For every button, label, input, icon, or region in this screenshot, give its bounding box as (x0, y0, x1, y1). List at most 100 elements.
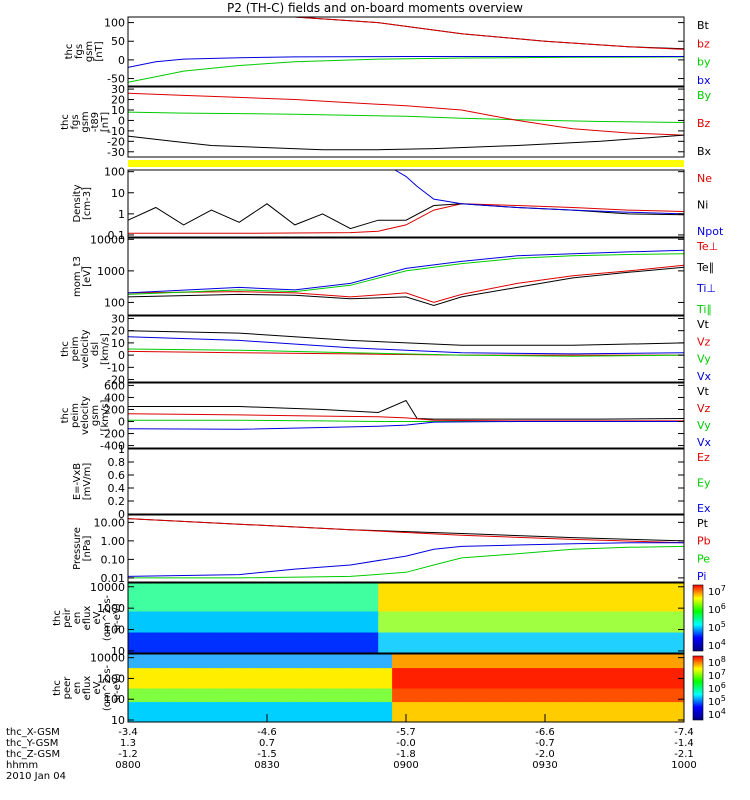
spectrogram-cell (461, 681, 476, 689)
panel-frame (127, 514, 685, 583)
spectrogram-cell (586, 618, 602, 626)
spectrogram-cell (308, 701, 324, 709)
spectrogram-cell (406, 654, 421, 662)
spectrogram-cell (489, 583, 504, 591)
spectrogram-cell (614, 660, 629, 669)
panel-frame (127, 169, 685, 238)
panel-frame (127, 86, 685, 158)
spectrogram-cell (392, 688, 407, 696)
spectrogram-cell (280, 618, 296, 626)
spectrogram-cell (392, 639, 407, 647)
spectrogram-cell (141, 590, 157, 598)
spectrogram-cell (489, 604, 504, 612)
y-tick-label: 0.4 (108, 482, 126, 495)
spectrogram-cell (294, 639, 310, 647)
spectrogram-cell (141, 701, 157, 709)
spectrogram-cell (169, 604, 185, 612)
spectrogram-cell (128, 604, 143, 612)
spectrogram-cell (336, 632, 351, 640)
spectrogram-cell (267, 681, 282, 689)
spectrogram-cell (447, 618, 463, 626)
spectrogram-cell (670, 708, 685, 716)
y-tick-label: 0.10 (101, 553, 126, 566)
spectrogram-cell (253, 646, 268, 654)
spectrogram-cell (225, 646, 240, 654)
legend-Vt: Vt (697, 385, 710, 398)
spectrogram-cell (433, 694, 449, 703)
spectrogram-cell (364, 667, 379, 675)
spectrogram-cell (489, 590, 504, 598)
spectrogram-cell (155, 674, 171, 682)
spectrogram-cell (531, 660, 546, 669)
spectrogram-cell (461, 611, 476, 619)
spectrogram-cell (364, 632, 379, 640)
spectrogram-cell (475, 583, 490, 591)
spectrogram-cell (141, 632, 157, 640)
spectrogram-cell (308, 688, 324, 696)
spectrogram-cell (197, 681, 212, 689)
spectrogram-cell (392, 583, 407, 591)
y-tick-label: 1000 (97, 672, 125, 685)
spectrogram-cell (128, 654, 143, 662)
spectrogram-cell (489, 715, 504, 723)
spectrogram-cell (197, 646, 212, 654)
spectrogram-cell (336, 701, 351, 709)
spectrogram-cell (656, 681, 671, 689)
spectrogram-cell (225, 639, 240, 647)
spectrogram-cell (419, 632, 435, 640)
spectrogram-cell (225, 654, 240, 662)
spectrogram-cell (545, 583, 560, 591)
spectrogram-cell (336, 654, 351, 662)
spectrogram-cell (572, 701, 588, 709)
spectrogram-cell (406, 667, 421, 675)
spectrogram-cell (433, 625, 449, 633)
legend-By: By (697, 89, 712, 102)
spectrogram-cell (128, 611, 143, 619)
spectrogram-cell (406, 611, 421, 619)
spectrogram-cell (364, 583, 379, 591)
spectrogram-cell (197, 674, 212, 682)
colorbar-tick-label: 105 (708, 694, 726, 708)
spectrogram-cell (197, 715, 212, 723)
y-axis-label: thcpeimvelocitydsl[km/s] (60, 329, 111, 368)
spectrogram-cell (433, 646, 449, 654)
spectrogram-cell (350, 708, 365, 716)
series-line-Vx (127, 336, 685, 355)
spectrogram-cell (600, 674, 615, 682)
spectrogram-cell (614, 632, 629, 640)
series-line-Ti∥ (127, 253, 685, 295)
spectrogram-cell (169, 632, 185, 640)
spectrogram-cell (670, 590, 685, 598)
spectrogram-cell (197, 708, 212, 716)
spectrogram-cell (545, 625, 560, 633)
spectrogram-cell (517, 583, 532, 591)
spectrogram-cell (197, 583, 212, 591)
spectrogram-cell (350, 688, 365, 696)
spectrogram-cell (558, 583, 574, 591)
x-axis-value: -1.4 (674, 738, 694, 749)
spectrogram-cell (489, 639, 504, 647)
series-line-Vx (127, 421, 684, 430)
spectrogram-cell (308, 674, 324, 682)
spectrogram-cell (308, 611, 324, 619)
spectrogram-cell (294, 654, 310, 662)
spectrogram-cell (225, 625, 240, 633)
legend-Ez: Ez (697, 451, 710, 464)
spectrogram-cell (572, 654, 588, 662)
spectrogram-cell (461, 604, 476, 612)
spectrogram-cell (461, 660, 476, 669)
spectrogram-cell (461, 667, 476, 675)
spectrogram-cell (294, 646, 310, 654)
spectrogram-cell (378, 604, 393, 612)
spectrogram-cell (183, 654, 198, 662)
spectrogram-cell (183, 708, 198, 716)
spectrogram-cell (183, 618, 198, 626)
spectrogram-cell (378, 618, 393, 626)
spectrogram-cell (545, 701, 560, 709)
x-axis-value: 0.7 (259, 738, 275, 749)
spectrogram-cell (586, 674, 602, 682)
spectrogram-cell (517, 590, 532, 598)
colorbar (692, 655, 704, 721)
spectrogram-cell (447, 694, 463, 703)
series-line-Bx (127, 134, 685, 151)
